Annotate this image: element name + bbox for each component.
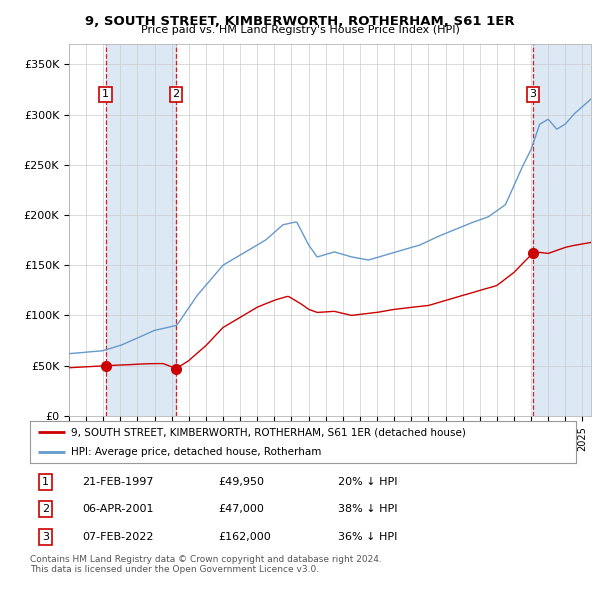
Text: £49,950: £49,950 xyxy=(218,477,265,487)
Text: This data is licensed under the Open Government Licence v3.0.: This data is licensed under the Open Gov… xyxy=(30,565,319,573)
Text: HPI: Average price, detached house, Rotherham: HPI: Average price, detached house, Roth… xyxy=(71,447,322,457)
Text: 2: 2 xyxy=(42,504,49,514)
Text: 1: 1 xyxy=(102,90,109,100)
Text: Price paid vs. HM Land Registry's House Price Index (HPI): Price paid vs. HM Land Registry's House … xyxy=(140,25,460,35)
Bar xyxy=(106,44,176,416)
Text: 3: 3 xyxy=(529,90,536,100)
Bar xyxy=(533,44,591,416)
Text: 38% ↓ HPI: 38% ↓ HPI xyxy=(338,504,398,514)
Text: 3: 3 xyxy=(42,532,49,542)
Text: 21-FEB-1997: 21-FEB-1997 xyxy=(82,477,154,487)
Text: 9, SOUTH STREET, KIMBERWORTH, ROTHERHAM, S61 1ER (detached house): 9, SOUTH STREET, KIMBERWORTH, ROTHERHAM,… xyxy=(71,427,466,437)
Text: 9, SOUTH STREET, KIMBERWORTH, ROTHERHAM, S61 1ER: 9, SOUTH STREET, KIMBERWORTH, ROTHERHAM,… xyxy=(85,15,515,28)
Text: 1: 1 xyxy=(42,477,49,487)
Text: Contains HM Land Registry data © Crown copyright and database right 2024.: Contains HM Land Registry data © Crown c… xyxy=(30,555,382,563)
Text: 36% ↓ HPI: 36% ↓ HPI xyxy=(338,532,398,542)
Text: 20% ↓ HPI: 20% ↓ HPI xyxy=(338,477,398,487)
Text: 2: 2 xyxy=(173,90,180,100)
Text: £162,000: £162,000 xyxy=(218,532,271,542)
Text: 07-FEB-2022: 07-FEB-2022 xyxy=(82,532,154,542)
Text: £47,000: £47,000 xyxy=(218,504,264,514)
Text: 06-APR-2001: 06-APR-2001 xyxy=(82,504,154,514)
